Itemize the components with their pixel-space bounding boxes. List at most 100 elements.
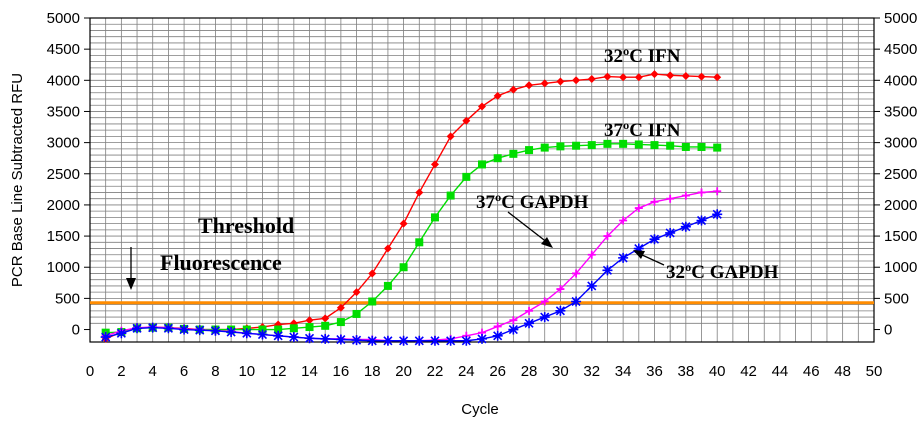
x-tick-label: 30 — [552, 363, 569, 380]
data-point — [493, 154, 502, 163]
data-point — [352, 309, 361, 318]
y-ticks-left: 0 500 1000 1500 2000 2500 3000 3500 4000 4500 5000 — [47, 10, 90, 339]
data-point — [681, 142, 690, 151]
data-point — [508, 324, 519, 335]
data-point — [633, 243, 644, 254]
data-point — [650, 141, 659, 150]
data-point — [415, 188, 424, 197]
data-point — [587, 75, 596, 84]
data-point — [305, 323, 314, 332]
annotation-32c-ifn: 32ºC IFN — [604, 46, 681, 67]
data-point — [415, 238, 424, 247]
y-tick-label-left: 1000 — [47, 259, 80, 276]
x-tick-label: 36 — [646, 363, 663, 380]
y-tick-label-left: 0 — [72, 322, 80, 339]
x-tick-label: 46 — [803, 363, 820, 380]
data-point — [194, 325, 205, 336]
data-point — [555, 305, 566, 316]
data-point — [446, 191, 455, 200]
y-tick-label-right: 3000 — [884, 135, 917, 152]
data-point — [650, 197, 659, 206]
data-point — [603, 139, 612, 148]
data-point — [241, 328, 252, 339]
x-tick-label: 2 — [117, 363, 125, 380]
data-point — [634, 140, 643, 149]
data-point — [525, 81, 534, 90]
x-tick-label: 24 — [458, 363, 475, 380]
data-point — [618, 252, 629, 263]
y-tick-label-right: 2000 — [884, 197, 917, 214]
x-tick-label: 0 — [86, 363, 94, 380]
x-tick-label: 14 — [301, 363, 318, 380]
data-point — [383, 281, 392, 290]
data-point — [697, 188, 706, 197]
data-point — [509, 149, 518, 158]
data-point — [100, 332, 111, 343]
data-point — [430, 213, 439, 222]
pointer-37c-gapdh — [507, 211, 549, 244]
data-point — [478, 160, 486, 169]
x-tick-label: 40 — [709, 363, 726, 380]
data-point — [509, 316, 518, 325]
data-point — [461, 335, 472, 346]
data-point — [571, 296, 582, 307]
y-tick-label-right: 1000 — [884, 259, 917, 276]
data-point — [680, 221, 691, 232]
pointer-32c-gapdh-head — [633, 250, 645, 259]
x-tick-label: 48 — [834, 363, 851, 380]
y-tick-label-left: 3500 — [47, 103, 80, 120]
data-point — [321, 321, 330, 330]
data-point — [430, 160, 439, 169]
data-point — [398, 335, 409, 346]
annotation-37c-gapdh: 37ºC GAPDH — [476, 192, 589, 213]
data-point — [713, 143, 722, 152]
threshold-label-line1: Threshold — [198, 213, 294, 238]
data-point — [352, 288, 361, 297]
data-point — [147, 322, 158, 333]
data-point — [572, 141, 581, 150]
data-point — [179, 324, 190, 335]
y-tick-label-right: 1500 — [884, 228, 917, 245]
y-ticks-right: 0 500 1000 1500 2000 2500 3000 3500 4000 4500 5000 — [874, 10, 917, 339]
data-point — [540, 297, 549, 306]
data-point — [619, 139, 628, 148]
data-point — [132, 323, 143, 334]
series-line — [105, 213, 718, 342]
y-tick-label-right: 5000 — [884, 10, 917, 27]
data-point — [367, 335, 378, 346]
data-point — [273, 330, 284, 341]
data-point — [414, 335, 425, 346]
data-point — [540, 143, 549, 152]
data-point — [382, 335, 393, 346]
data-point — [492, 330, 503, 341]
data-point — [539, 312, 550, 323]
data-point — [696, 215, 707, 226]
y-tick-label-left: 4500 — [47, 41, 80, 58]
x-tick-label: 34 — [615, 363, 632, 380]
data-point — [712, 209, 723, 220]
series-32-c-gapdh — [100, 209, 723, 346]
data-point — [602, 265, 613, 276]
x-tick-label: 38 — [677, 363, 694, 380]
data-point — [619, 73, 628, 82]
y-axis-label: PCR Base Line Subtracted RFU — [9, 73, 26, 287]
grid — [90, 18, 874, 342]
data-point — [335, 334, 346, 345]
data-point — [697, 72, 706, 81]
y-tick-label-right: 0 — [884, 322, 892, 339]
data-point — [321, 314, 330, 323]
threshold-label-line2: Fluorescence — [160, 250, 282, 275]
data-point — [336, 303, 345, 312]
data-point — [445, 335, 456, 346]
data-point — [586, 280, 597, 291]
data-point — [525, 146, 534, 155]
data-point — [383, 244, 392, 253]
data-point — [477, 333, 487, 344]
data-point — [429, 335, 440, 346]
data-point — [524, 318, 535, 329]
y-tick-label-left: 3000 — [47, 135, 80, 152]
y-tick-label-right: 4500 — [884, 41, 917, 58]
data-point — [603, 72, 612, 81]
x-tick-label: 10 — [238, 363, 255, 380]
data-point — [163, 323, 174, 334]
